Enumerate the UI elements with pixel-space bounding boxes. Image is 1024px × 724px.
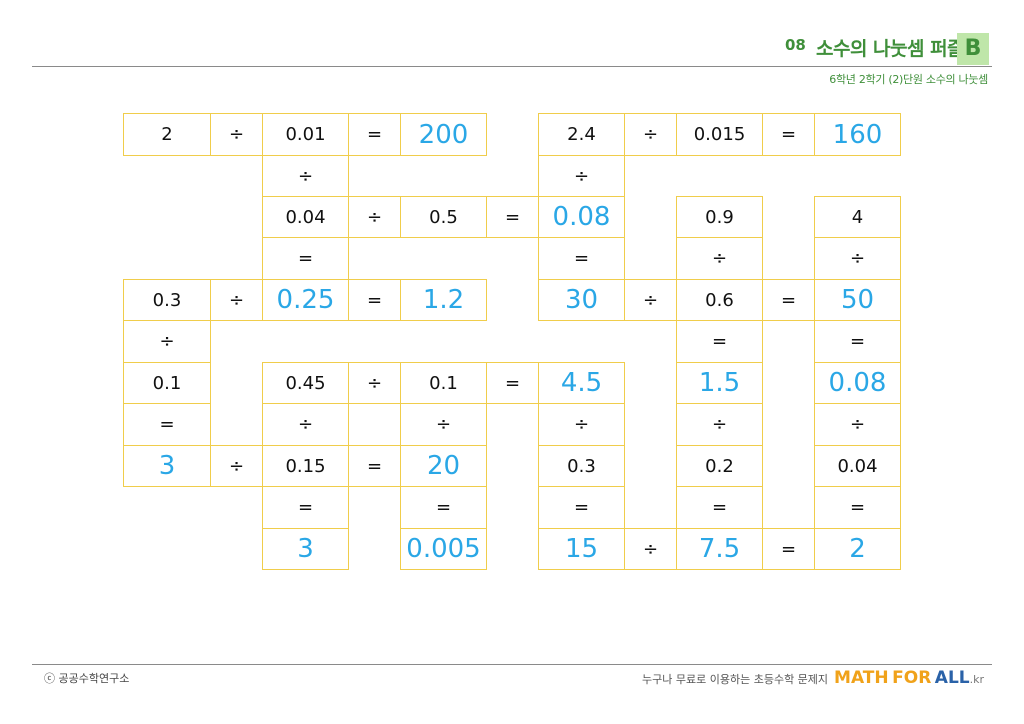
number-cell: 0.015 xyxy=(676,113,763,156)
operator-cell: ÷ xyxy=(814,237,901,280)
operator-cell: ÷ xyxy=(676,403,763,446)
number-cell: 0.2 xyxy=(676,445,763,487)
answer-cell: 3 xyxy=(123,445,211,487)
operator-cell: ÷ xyxy=(262,155,349,197)
number-cell: 0.04 xyxy=(814,445,901,487)
answer-cell: 2 xyxy=(814,528,901,570)
brand-logo: MATH FOR ALL.kr xyxy=(834,668,984,688)
operator-cell: ÷ xyxy=(210,279,263,321)
answer-cell: 0.08 xyxy=(814,362,901,404)
operator-cell: ÷ xyxy=(538,155,625,197)
operator-cell: ÷ xyxy=(624,113,677,156)
operator-cell: ÷ xyxy=(123,320,211,363)
answer-cell: 50 xyxy=(814,279,901,321)
operator-cell: = xyxy=(814,320,901,363)
operator-cell: ÷ xyxy=(210,445,263,487)
operator-cell: = xyxy=(814,486,901,529)
operator-cell: = xyxy=(538,486,625,529)
number-cell: 0.1 xyxy=(400,362,487,404)
operator-cell: ÷ xyxy=(624,528,677,570)
answer-cell: 20 xyxy=(400,445,487,487)
operator-cell: ÷ xyxy=(538,403,625,446)
brand-tld: .kr xyxy=(969,673,984,686)
number-cell: 0.01 xyxy=(262,113,349,156)
number-cell: 0.9 xyxy=(676,196,763,238)
operator-cell: ÷ xyxy=(624,279,677,321)
footer-brand: 누구나 무료로 이용하는 초등수학 문제지 MATH FOR ALL.kr xyxy=(642,668,984,688)
operator-cell: = xyxy=(400,486,487,529)
number-cell: 4 xyxy=(814,196,901,238)
answer-cell: 1.5 xyxy=(676,362,763,404)
answer-cell: 0.08 xyxy=(538,196,625,238)
answer-cell: 7.5 xyxy=(676,528,763,570)
operator-cell: = xyxy=(123,403,211,446)
answer-cell: 1.2 xyxy=(400,279,487,321)
brand-math: MATH xyxy=(834,668,889,688)
operator-cell: = xyxy=(538,237,625,280)
answer-cell: 0.005 xyxy=(400,528,487,570)
operator-cell: = xyxy=(762,279,815,321)
answer-cell: 30 xyxy=(538,279,625,321)
operator-cell: = xyxy=(348,445,401,487)
answer-cell: 200 xyxy=(400,113,487,156)
number-cell: 0.04 xyxy=(262,196,349,238)
operator-cell: ÷ xyxy=(348,196,401,238)
level-badge: B xyxy=(957,33,989,65)
operator-cell: = xyxy=(262,486,349,529)
operator-cell: ÷ xyxy=(262,403,349,446)
number-cell: 0.5 xyxy=(400,196,487,238)
number-cell: 2.4 xyxy=(538,113,625,156)
operator-cell: ÷ xyxy=(400,403,487,446)
operator-cell: = xyxy=(262,237,349,280)
operator-cell: ÷ xyxy=(814,403,901,446)
operator-cell: = xyxy=(486,362,539,404)
operator-cell: = xyxy=(348,279,401,321)
number-cell: 2 xyxy=(123,113,211,156)
operator-cell: = xyxy=(762,528,815,570)
answer-cell: 160 xyxy=(814,113,901,156)
answer-cell: 4.5 xyxy=(538,362,625,404)
page-subtitle: 6학년 2학기 (2)단원 소수의 나눗셈 xyxy=(829,73,988,86)
header-divider xyxy=(32,66,992,67)
number-cell: 0.45 xyxy=(262,362,349,404)
brand-all: ALL xyxy=(934,668,970,688)
footer-divider xyxy=(32,664,992,665)
answer-cell: 15 xyxy=(538,528,625,570)
number-cell: 0.3 xyxy=(123,279,211,321)
operator-cell: = xyxy=(762,113,815,156)
number-cell: 0.6 xyxy=(676,279,763,321)
header-number: 08 xyxy=(785,36,806,54)
operator-cell: = xyxy=(348,113,401,156)
number-cell: 0.15 xyxy=(262,445,349,487)
footer-tagline: 누구나 무료로 이용하는 초등수학 문제지 xyxy=(642,673,829,686)
operator-cell: = xyxy=(676,320,763,363)
copyright-text: ⓒ 공공수학연구소 xyxy=(44,672,130,685)
operator-cell: ÷ xyxy=(210,113,263,156)
operator-cell: ÷ xyxy=(348,362,401,404)
number-cell: 0.3 xyxy=(538,445,625,487)
operator-cell: ÷ xyxy=(676,237,763,280)
operator-cell: = xyxy=(486,196,539,238)
answer-cell: 0.25 xyxy=(262,279,349,321)
page-title: 소수의 나눗셈 퍼즐 xyxy=(816,38,965,60)
answer-cell: 3 xyxy=(262,528,349,570)
brand-for: FOR xyxy=(892,668,932,688)
number-cell: 0.1 xyxy=(123,362,211,404)
operator-cell: = xyxy=(676,486,763,529)
